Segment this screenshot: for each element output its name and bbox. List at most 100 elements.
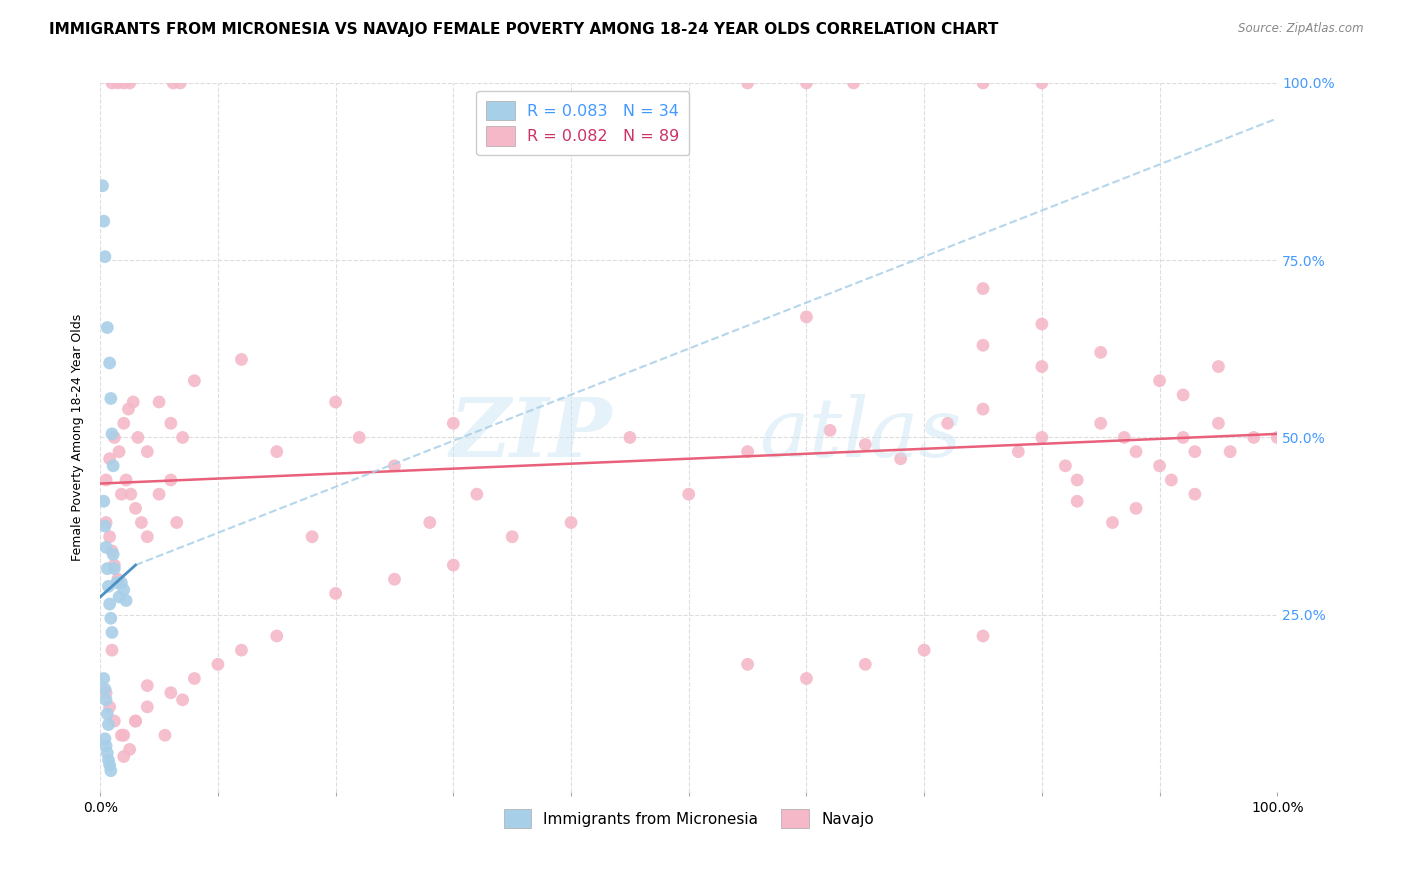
Point xyxy=(103,430,125,444)
Point xyxy=(1066,473,1088,487)
Text: Source: ZipAtlas.com: Source: ZipAtlas.com xyxy=(1239,22,1364,36)
Point xyxy=(1090,417,1112,431)
Point xyxy=(737,76,759,90)
Point xyxy=(972,629,994,643)
Point xyxy=(1125,501,1147,516)
Point xyxy=(108,590,131,604)
Point xyxy=(101,458,124,473)
Point xyxy=(619,430,641,444)
Point xyxy=(100,611,122,625)
Point xyxy=(266,629,288,643)
Point xyxy=(231,643,253,657)
Point xyxy=(384,572,406,586)
Point xyxy=(127,430,149,444)
Point xyxy=(972,281,994,295)
Point xyxy=(912,643,935,657)
Point xyxy=(136,699,159,714)
Point xyxy=(124,501,146,516)
Point xyxy=(91,178,114,193)
Point xyxy=(101,548,124,562)
Point xyxy=(96,706,118,721)
Point xyxy=(183,374,205,388)
Point xyxy=(266,444,288,458)
Point xyxy=(207,657,229,672)
Point xyxy=(98,356,121,370)
Point xyxy=(136,444,159,458)
Point xyxy=(1219,444,1241,458)
Point xyxy=(160,417,183,431)
Point xyxy=(162,76,184,90)
Point xyxy=(103,558,125,572)
Point xyxy=(98,597,121,611)
Point xyxy=(796,310,818,324)
Point xyxy=(160,473,183,487)
Point xyxy=(419,516,441,530)
Point xyxy=(131,516,153,530)
Point xyxy=(112,417,135,431)
Point xyxy=(103,714,125,728)
Point xyxy=(94,739,117,753)
Text: atlas: atlas xyxy=(759,394,962,474)
Point xyxy=(183,672,205,686)
Point xyxy=(972,402,994,417)
Point xyxy=(465,487,488,501)
Point xyxy=(818,423,841,437)
Point xyxy=(441,558,464,572)
Point xyxy=(101,625,124,640)
Point xyxy=(108,444,131,458)
Point xyxy=(96,320,118,334)
Point xyxy=(118,76,141,90)
Point xyxy=(1054,458,1077,473)
Point xyxy=(501,530,523,544)
Point xyxy=(1208,417,1230,431)
Point xyxy=(737,657,759,672)
Point xyxy=(1125,444,1147,458)
Point xyxy=(96,746,118,760)
Point xyxy=(96,561,118,575)
Point xyxy=(1243,430,1265,444)
Point xyxy=(112,749,135,764)
Point xyxy=(148,395,170,409)
Point xyxy=(1184,487,1206,501)
Point xyxy=(110,575,132,590)
Point xyxy=(94,693,117,707)
Point xyxy=(1171,430,1194,444)
Point xyxy=(124,714,146,728)
Point xyxy=(103,561,125,575)
Point xyxy=(97,717,120,731)
Point xyxy=(93,672,115,686)
Point xyxy=(94,541,117,555)
Point xyxy=(93,214,115,228)
Point xyxy=(853,657,876,672)
Point xyxy=(98,451,121,466)
Legend: Immigrants from Micronesia, Navajo: Immigrants from Micronesia, Navajo xyxy=(498,803,880,834)
Point xyxy=(112,728,135,742)
Point xyxy=(972,76,994,90)
Point xyxy=(1031,359,1053,374)
Point xyxy=(972,338,994,352)
Point xyxy=(112,76,135,90)
Point xyxy=(120,487,142,501)
Point xyxy=(136,679,159,693)
Point xyxy=(1031,317,1053,331)
Point xyxy=(166,516,188,530)
Point xyxy=(94,473,117,487)
Text: ZIP: ZIP xyxy=(450,394,612,474)
Point xyxy=(101,426,124,441)
Point xyxy=(172,693,194,707)
Text: IMMIGRANTS FROM MICRONESIA VS NAVAJO FEMALE POVERTY AMONG 18-24 YEAR OLDS CORREL: IMMIGRANTS FROM MICRONESIA VS NAVAJO FEM… xyxy=(49,22,998,37)
Point xyxy=(117,402,139,417)
Point xyxy=(1149,458,1171,473)
Point xyxy=(94,519,117,533)
Point xyxy=(1265,430,1288,444)
Point xyxy=(105,575,128,590)
Point xyxy=(325,586,347,600)
Y-axis label: Female Poverty Among 18-24 Year Olds: Female Poverty Among 18-24 Year Olds xyxy=(72,314,84,561)
Point xyxy=(347,430,370,444)
Point xyxy=(94,731,117,746)
Point xyxy=(107,76,129,90)
Point xyxy=(678,487,700,501)
Point xyxy=(101,544,124,558)
Point xyxy=(1208,359,1230,374)
Point xyxy=(1066,494,1088,508)
